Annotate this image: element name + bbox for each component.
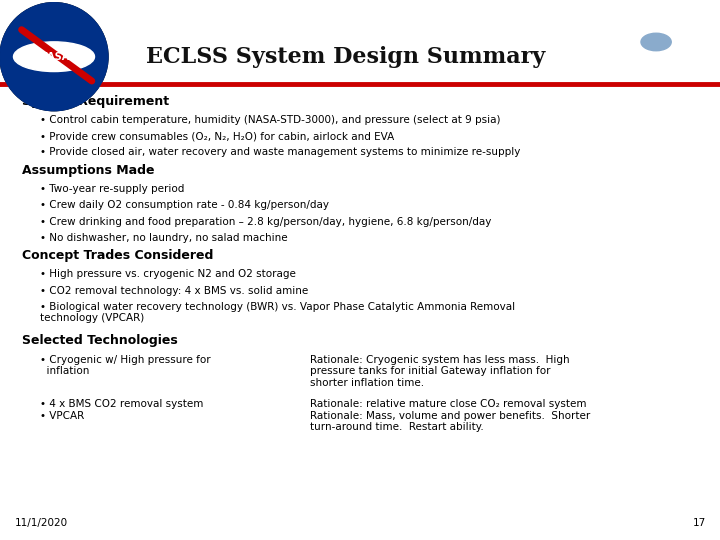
- Text: 17: 17: [693, 518, 706, 528]
- Ellipse shape: [14, 42, 94, 71]
- Text: System Requirement: System Requirement: [22, 94, 168, 107]
- Text: • Crew daily O2 consumption rate - 0.84 kg/person/day: • Crew daily O2 consumption rate - 0.84 …: [40, 200, 328, 211]
- Text: • Biological water recovery technology (BWR) vs. Vapor Phase Catalytic Ammonia R: • Biological water recovery technology (…: [40, 302, 515, 323]
- Ellipse shape: [0, 3, 108, 111]
- Text: • Provide closed air, water recovery and waste management systems to minimize re: • Provide closed air, water recovery and…: [40, 147, 520, 158]
- Text: • Two-year re-supply period: • Two-year re-supply period: [40, 184, 184, 194]
- Text: NASA: NASA: [39, 52, 69, 62]
- Text: • CO2 removal technology: 4 x BMS vs. solid amine: • CO2 removal technology: 4 x BMS vs. so…: [40, 286, 308, 296]
- Text: • Cryogenic w/ High pressure for
  inflation: • Cryogenic w/ High pressure for inflati…: [40, 355, 210, 376]
- Text: Assumptions Made: Assumptions Made: [22, 164, 154, 177]
- Text: • Provide crew consumables (O₂, N₂, H₂O) for cabin, airlock and EVA: • Provide crew consumables (O₂, N₂, H₂O)…: [40, 131, 394, 141]
- Text: Rationale: Cryogenic system has less mass.  High
pressure tanks for initial Gate: Rationale: Cryogenic system has less mas…: [310, 355, 570, 388]
- Text: Rationale: relative mature close CO₂ removal system
Rationale: Mass, volume and : Rationale: relative mature close CO₂ rem…: [310, 399, 590, 432]
- Text: 11/1/2020: 11/1/2020: [14, 518, 68, 528]
- Text: ECLSS System Design Summary: ECLSS System Design Summary: [146, 46, 545, 68]
- Text: • No dishwasher, no laundry, no salad machine: • No dishwasher, no laundry, no salad ma…: [40, 233, 287, 243]
- Text: • 4 x BMS CO2 removal system
• VPCAR: • 4 x BMS CO2 removal system • VPCAR: [40, 399, 203, 421]
- Text: • Control cabin temperature, humidity (NASA-STD-3000), and pressure (select at 9: • Control cabin temperature, humidity (N…: [40, 115, 500, 125]
- Text: • Crew drinking and food preparation – 2.8 kg/person/day, hygiene, 6.8 kg/person: • Crew drinking and food preparation – 2…: [40, 217, 491, 227]
- Text: Selected Technologies: Selected Technologies: [22, 334, 177, 347]
- Text: • High pressure vs. cryogenic N2 and O2 storage: • High pressure vs. cryogenic N2 and O2 …: [40, 269, 295, 280]
- Text: Concept Trades Considered: Concept Trades Considered: [22, 249, 213, 262]
